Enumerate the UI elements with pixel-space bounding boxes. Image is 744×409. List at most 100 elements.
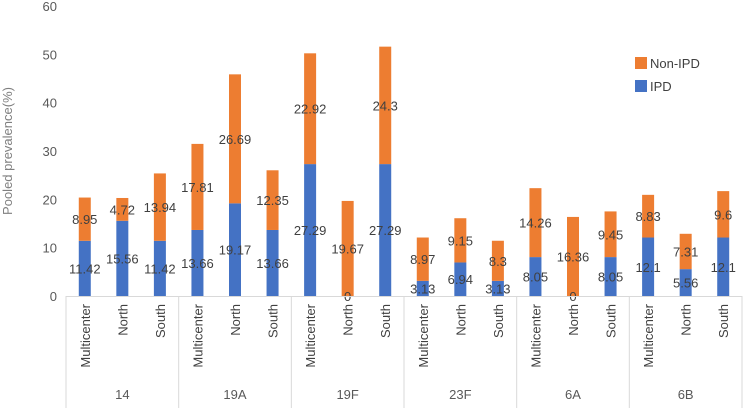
data-label-non-ipd: 8.95 xyxy=(72,212,97,227)
bar-ipd xyxy=(604,257,617,296)
bar-non-ipd xyxy=(679,233,692,270)
data-label-ipd: 3.13 xyxy=(485,281,510,296)
bar-ipd xyxy=(191,229,204,296)
legend-label: IPD xyxy=(650,79,672,94)
x-group-label: 23F xyxy=(449,387,471,402)
data-label-non-ipd: 9.15 xyxy=(448,233,473,248)
bar-ipd xyxy=(304,164,317,296)
data-label-non-ipd: 8.83 xyxy=(635,209,660,224)
x-category-label: North xyxy=(115,304,130,336)
data-label-non-ipd: 12.35 xyxy=(256,193,289,208)
data-label-ipd: 8.05 xyxy=(523,270,548,285)
y-tick-label: 60 xyxy=(43,0,57,14)
bar-ipd xyxy=(529,257,542,296)
data-labels: 11.42 8.95 15.56 4.72 11.42 13.94 13.66 17.81 19… xyxy=(69,98,736,304)
data-label-non-ipd: 19.67 xyxy=(331,241,364,256)
data-label-non-ipd: 13.94 xyxy=(144,200,177,215)
data-label-non-ipd: 9.6 xyxy=(714,207,732,222)
bar-ipd xyxy=(78,240,91,296)
y-tick-label: 50 xyxy=(43,47,57,62)
bar-ipd xyxy=(116,220,129,296)
x-category-label: North xyxy=(453,304,468,336)
x-group-label: 14 xyxy=(115,387,129,402)
x-category-label: North xyxy=(341,304,356,336)
data-label-ipd: 12.1 xyxy=(635,260,660,275)
data-label-non-ipd: 14.26 xyxy=(519,216,552,231)
bar-non-ipd xyxy=(191,143,204,230)
x-category-label: Multicenter xyxy=(303,303,318,367)
data-label-non-ipd: 8.3 xyxy=(489,254,507,269)
x-category-label: South xyxy=(153,304,168,338)
data-label-ipd: 11.42 xyxy=(69,261,101,276)
bar-non-ipd xyxy=(304,53,317,165)
bar-non-ipd xyxy=(642,194,655,238)
bar-non-ipd xyxy=(567,216,579,296)
y-tick-label: 30 xyxy=(43,144,57,159)
x-group-label: 6B xyxy=(678,387,694,402)
data-label-ipd: 15.56 xyxy=(106,251,139,266)
bar-non-ipd xyxy=(491,240,504,281)
data-label-ipd: 3.13 xyxy=(410,281,435,296)
y-axis-title: Pooled prevalence(%) xyxy=(0,87,15,215)
data-label-ipd: 5.56 xyxy=(673,276,698,291)
x-axis: Multicenter North South 14 Multicenter North S… xyxy=(65,296,743,408)
data-label-non-ipd: 8.97 xyxy=(410,252,435,267)
y-tick-label: 10 xyxy=(43,241,57,256)
bars xyxy=(78,46,730,296)
data-label-ipd: 6.94 xyxy=(448,272,473,287)
x-category-label: South xyxy=(491,304,506,338)
legend-label: Non-IPD xyxy=(650,56,700,71)
bar-non-ipd xyxy=(116,197,129,221)
legend: Non-IPD IPD xyxy=(635,56,700,94)
data-label-non-ipd: 16.36 xyxy=(557,249,590,264)
bar-ipd xyxy=(266,229,279,296)
bar-non-ipd xyxy=(153,173,166,241)
x-category-label: Multicenter xyxy=(190,303,205,367)
legend-swatch xyxy=(635,80,647,92)
bar-ipd xyxy=(153,240,166,296)
bar-non-ipd xyxy=(416,237,429,281)
data-label-non-ipd: 9.45 xyxy=(598,227,623,242)
y-tick-label: 20 xyxy=(43,192,57,207)
bar-ipd xyxy=(379,164,392,296)
data-label-ipd: 12.1 xyxy=(711,260,736,275)
data-label-non-ipd: 22.92 xyxy=(294,102,327,117)
bar-non-ipd xyxy=(379,46,392,165)
data-label-ipd: 27.29 xyxy=(369,223,402,238)
bar-non-ipd xyxy=(229,74,241,204)
x-group-label: 19A xyxy=(223,387,246,402)
bar-ipd xyxy=(679,269,692,296)
bar-ipd xyxy=(416,280,429,296)
bar-non-ipd xyxy=(717,191,730,238)
legend-swatch xyxy=(635,57,647,69)
x-group-label: 19F xyxy=(336,387,358,402)
x-category-label: North xyxy=(228,304,243,336)
data-label-ipd: 19.17 xyxy=(219,243,252,258)
data-label-ipd: 13.66 xyxy=(181,256,214,271)
bar-ipd xyxy=(491,280,504,296)
bar-non-ipd xyxy=(341,200,354,296)
bar-ipd xyxy=(229,203,241,296)
x-category-label: Multicenter xyxy=(641,303,656,367)
bar-non-ipd xyxy=(454,218,467,263)
data-label-non-ipd: 26.69 xyxy=(219,132,252,147)
y-tick-label: 40 xyxy=(43,96,57,111)
data-label-ipd: 27.29 xyxy=(294,223,327,238)
data-label-non-ipd: 4.72 xyxy=(110,202,135,217)
data-label-non-ipd: 17.81 xyxy=(181,180,214,195)
bar-non-ipd xyxy=(78,197,91,241)
bar-ipd xyxy=(717,237,730,296)
x-category-label: South xyxy=(604,304,619,338)
x-category-label: Multicenter xyxy=(528,303,543,367)
x-category-label: South xyxy=(266,304,281,338)
bar-non-ipd xyxy=(529,188,542,258)
data-label-non-ipd: 24.3 xyxy=(373,98,398,113)
bar-non-ipd xyxy=(604,211,617,258)
x-category-label: Multicenter xyxy=(78,303,93,367)
x-group-label: 6A xyxy=(565,387,581,402)
x-category-label: South xyxy=(716,304,731,338)
x-category-label: South xyxy=(378,304,393,338)
bar-ipd xyxy=(454,262,467,296)
data-label-ipd: 11.42 xyxy=(144,261,176,276)
